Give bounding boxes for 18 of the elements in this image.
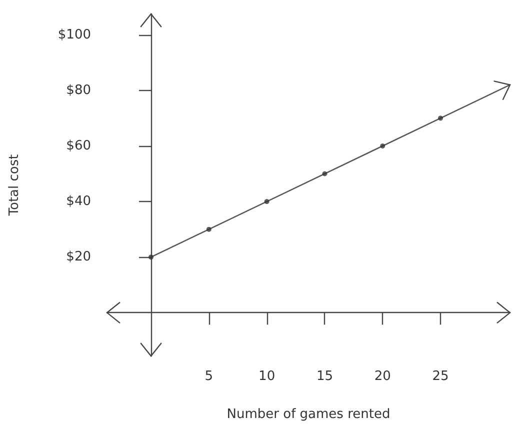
point bbox=[148, 254, 154, 260]
x-tick-label: 20 bbox=[374, 369, 391, 384]
x-axis-title: Number of games rented bbox=[226, 407, 390, 422]
y-tick-label: $100 bbox=[58, 27, 91, 42]
x-tick-label: 25 bbox=[432, 369, 449, 384]
y-axis-title: Total cost bbox=[7, 154, 22, 217]
y-tick-label: $20 bbox=[66, 250, 91, 265]
x-tick-label: 10 bbox=[258, 369, 276, 384]
point bbox=[206, 226, 212, 232]
y-tick-label: $60 bbox=[66, 138, 91, 154]
point bbox=[380, 143, 386, 148]
x-tick-label: 15 bbox=[316, 369, 333, 384]
point bbox=[264, 199, 270, 204]
point bbox=[438, 116, 444, 121]
y-tick-label: $40 bbox=[66, 194, 91, 210]
y-tick-label: $80 bbox=[66, 82, 91, 98]
point bbox=[322, 171, 328, 176]
x-tick-label: 5 bbox=[204, 369, 214, 384]
